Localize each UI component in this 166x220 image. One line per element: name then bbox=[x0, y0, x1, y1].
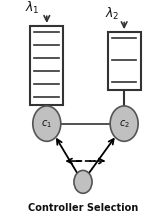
Circle shape bbox=[33, 106, 61, 141]
Text: $c_2$: $c_2$ bbox=[119, 118, 130, 130]
Text: $c_1$: $c_1$ bbox=[41, 118, 52, 130]
Text: Controller Selection: Controller Selection bbox=[28, 203, 138, 213]
FancyBboxPatch shape bbox=[108, 32, 141, 90]
Text: $\lambda_1$: $\lambda_1$ bbox=[25, 0, 39, 16]
Circle shape bbox=[74, 170, 92, 193]
Text: $\lambda_2$: $\lambda_2$ bbox=[105, 6, 120, 22]
FancyBboxPatch shape bbox=[30, 26, 63, 105]
Circle shape bbox=[110, 106, 138, 141]
